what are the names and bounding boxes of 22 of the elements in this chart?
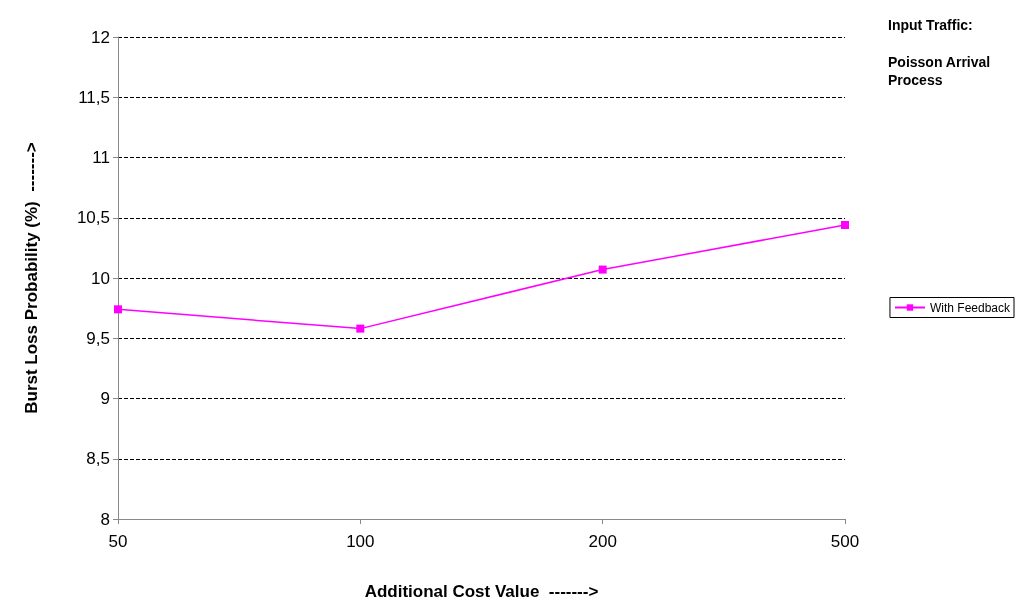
y-tick-label: 10,5	[76, 208, 110, 228]
y-tick-label: 11	[92, 148, 110, 167]
x-tick-label: 100	[346, 532, 375, 551]
text: Poisson Arrival Process	[888, 54, 995, 88]
point	[356, 324, 365, 333]
y-tick-label: 8	[100, 509, 110, 529]
point	[114, 305, 122, 314]
y-tick-label: 9	[100, 389, 110, 408]
y-tick-label: 10	[91, 268, 110, 288]
x-tick-label: 200	[588, 532, 617, 551]
y-tick-label: 9,5	[86, 328, 110, 348]
y-tick-label: 11,5	[78, 87, 110, 107]
point	[598, 265, 607, 274]
legend-label: With Feedback	[929, 300, 1011, 315]
x-tick-label: 500	[830, 532, 860, 551]
y-axis-title: Burst Loss Probability (%) ------->	[22, 142, 41, 414]
x-tick-label: 50	[108, 532, 128, 551]
text: Input Traffic:	[888, 17, 973, 33]
y-tick-label: 12	[91, 27, 110, 47]
point	[841, 220, 849, 229]
x-axis-title: Additional Cost Value ------->	[364, 582, 599, 601]
y-tick-label: 8,5	[86, 449, 110, 469]
